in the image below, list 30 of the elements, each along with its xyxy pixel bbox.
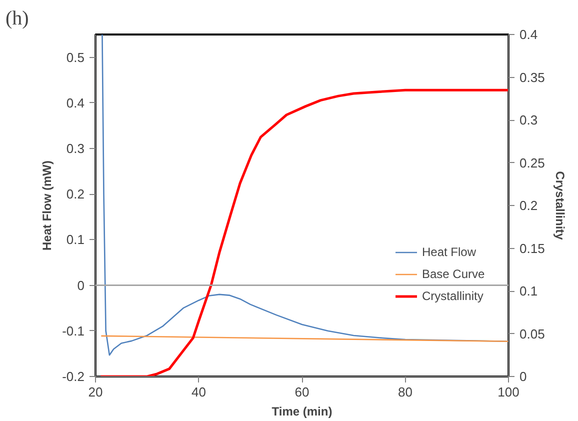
x-tick-label: 60 [294,384,310,400]
x-tick-label: 20 [88,384,103,400]
y2-tick-label: 0.1 [520,284,538,298]
y2-tick-label: 0.2 [520,198,538,213]
y2-axis-title: Crystallinity [552,171,567,240]
y2-tick-label: 0.25 [520,155,545,170]
y2-tick-label: 0.35 [520,70,545,85]
y2-tick-label: 0.05 [520,326,545,342]
x-tick-label: 80 [398,384,412,400]
x-tick-label: 100 [498,384,520,400]
legend-label: Crystallinity [422,289,484,303]
y2-tick-label: 0.4 [520,27,538,42]
legend-label: Base Curve [422,267,485,281]
x-axis-title: Time (min) [272,404,332,418]
y-tick-label: 0.3 [66,141,85,156]
y2-tick-label: 0 [520,369,527,384]
line-series [99,88,508,376]
y-tick-label: 0.4 [66,95,85,110]
text: (h) [6,8,29,30]
x-tick-label: 40 [192,384,206,400]
y2-tick-label: 0.3 [520,112,538,128]
y-tick-label: 0 [77,278,85,293]
y-tick-label: -0.1 [62,323,85,338]
legend-label: Heat Flow [422,245,476,259]
y2-tick-label: 0.15 [520,240,545,256]
y-tick-label: 0.1 [66,232,85,248]
y-tick-label: -0.2 [62,369,85,384]
y-axis-title: Heat Flow (mW) [40,160,54,250]
y-tick-label: 0.5 [66,50,85,65]
y-tick-label: 0.2 [66,186,85,202]
